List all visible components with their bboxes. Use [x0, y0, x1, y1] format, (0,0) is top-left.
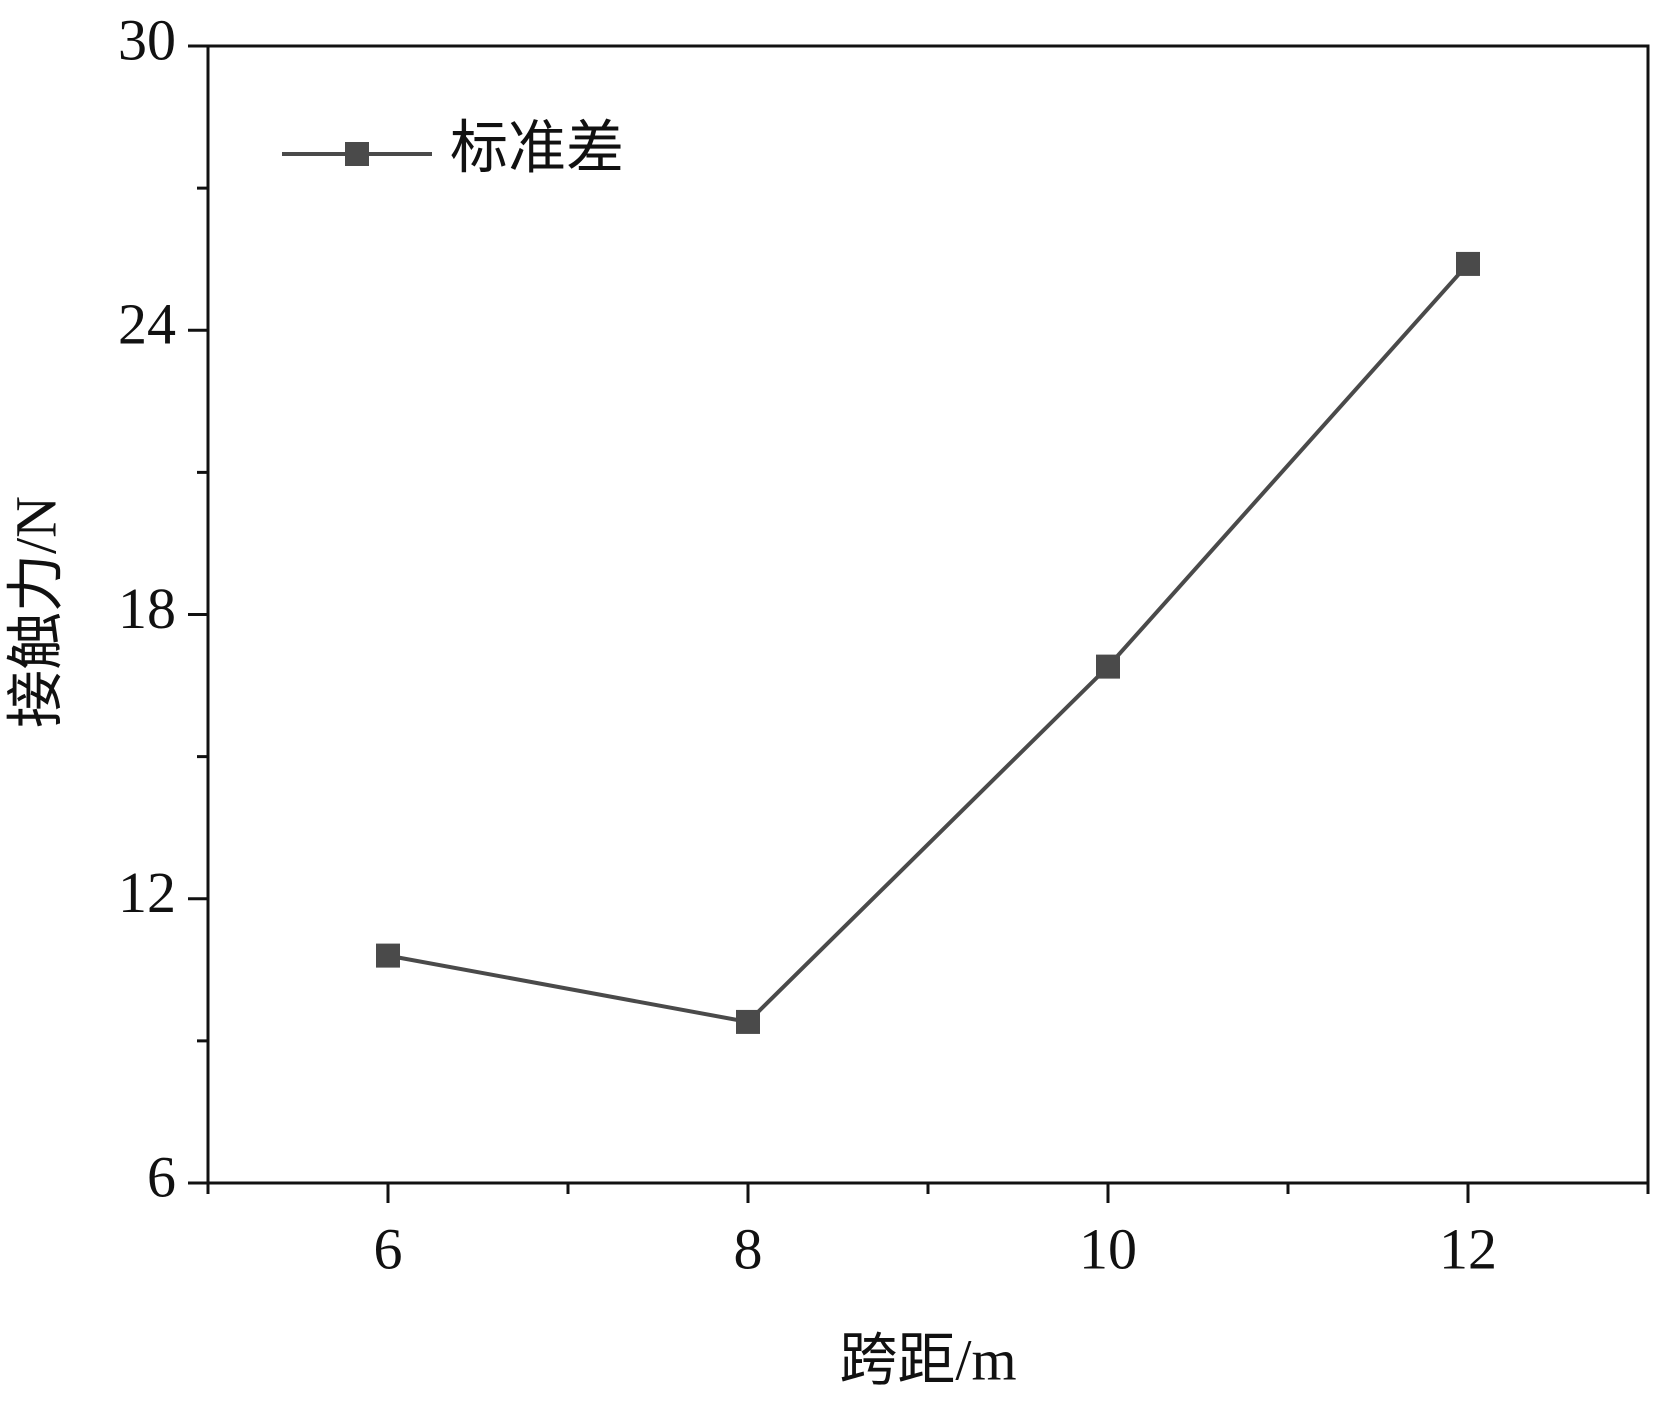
y-tick-label: 18 — [118, 576, 176, 641]
x-tick-label: 8 — [734, 1216, 763, 1281]
y-tick-label: 30 — [118, 7, 176, 72]
y-tick-label: 12 — [118, 860, 176, 925]
y-axis-label: 接触力/N — [3, 496, 68, 728]
line — [387, 262, 1470, 1025]
marker — [1456, 251, 1480, 276]
marker — [736, 1009, 760, 1034]
y-tick-label: 24 — [118, 292, 176, 357]
marker — [376, 943, 400, 968]
x-tick-label: 10 — [1079, 1216, 1137, 1281]
marker — [1096, 654, 1120, 679]
x-tick-label: 12 — [1439, 1216, 1497, 1281]
x-tick-label: 6 — [374, 1216, 403, 1281]
legend-marker — [345, 142, 369, 166]
y-tick-label: 6 — [147, 1144, 176, 1209]
x-axis-label: 跨距/m — [839, 1327, 1016, 1392]
legend-label: 标准差 — [450, 115, 624, 180]
